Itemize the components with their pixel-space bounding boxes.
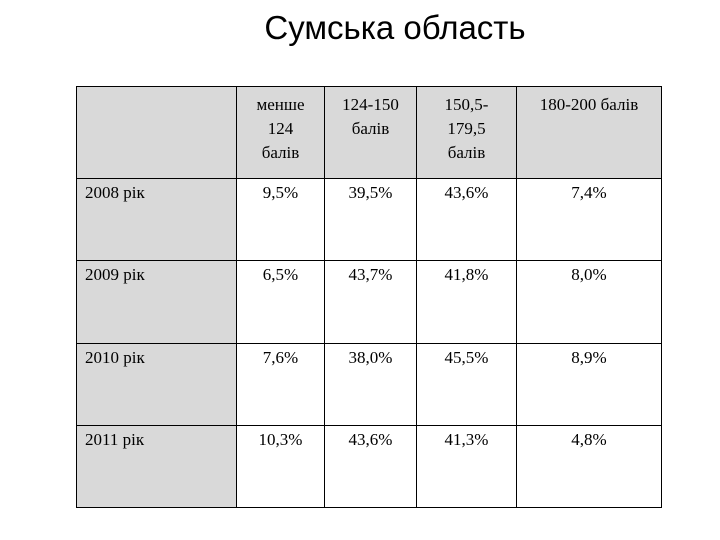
table-cell: 6,5% <box>236 260 325 344</box>
table-cell: 43,6% <box>324 424 417 509</box>
table-cell: 7,4% <box>516 178 662 262</box>
column-header: менше 124 балів <box>236 85 325 180</box>
table-cell: 4,8% <box>516 424 662 509</box>
row-label: 2008 рік <box>76 178 237 262</box>
table-cell: 10,3% <box>236 424 325 509</box>
table-cell: 43,6% <box>416 178 517 262</box>
table-cell: 38,0% <box>324 342 417 426</box>
table-cell: 39,5% <box>324 178 417 262</box>
results-table: менше 124 балів 124-150 балів 150,5-179,… <box>76 85 662 509</box>
row-label: 2010 рік <box>76 342 237 426</box>
table-cell: 8,9% <box>516 342 662 426</box>
table-row: 2011 рік 10,3% 43,6% 41,3% 4,8% <box>76 424 662 509</box>
table-cell: 41,3% <box>416 424 517 509</box>
column-header: 124-150 балів <box>324 85 417 180</box>
table-cell: 43,7% <box>324 260 417 344</box>
table-cell: 8,0% <box>516 260 662 344</box>
column-header: 180-200 балів <box>516 85 662 180</box>
table-row: 2008 рік 9,5% 39,5% 43,6% 7,4% <box>76 178 662 262</box>
column-header: 150,5-179,5 балів <box>416 85 517 180</box>
page-title: Сумська область <box>264 9 526 46</box>
header-row: менше 124 балів 124-150 балів 150,5-179,… <box>76 85 662 180</box>
table-cell: 7,6% <box>236 342 325 426</box>
row-label: 2009 рік <box>76 260 237 344</box>
table-row: 2010 рік 7,6% 38,0% 45,5% 8,9% <box>76 342 662 426</box>
table-row: 2009 рік 6,5% 43,7% 41,8% 8,0% <box>76 260 662 344</box>
table-cell: 41,8% <box>416 260 517 344</box>
table-cell: 45,5% <box>416 342 517 426</box>
table-cell: 9,5% <box>236 178 325 262</box>
row-label: 2011 рік <box>76 424 237 509</box>
corner-cell <box>76 85 237 180</box>
